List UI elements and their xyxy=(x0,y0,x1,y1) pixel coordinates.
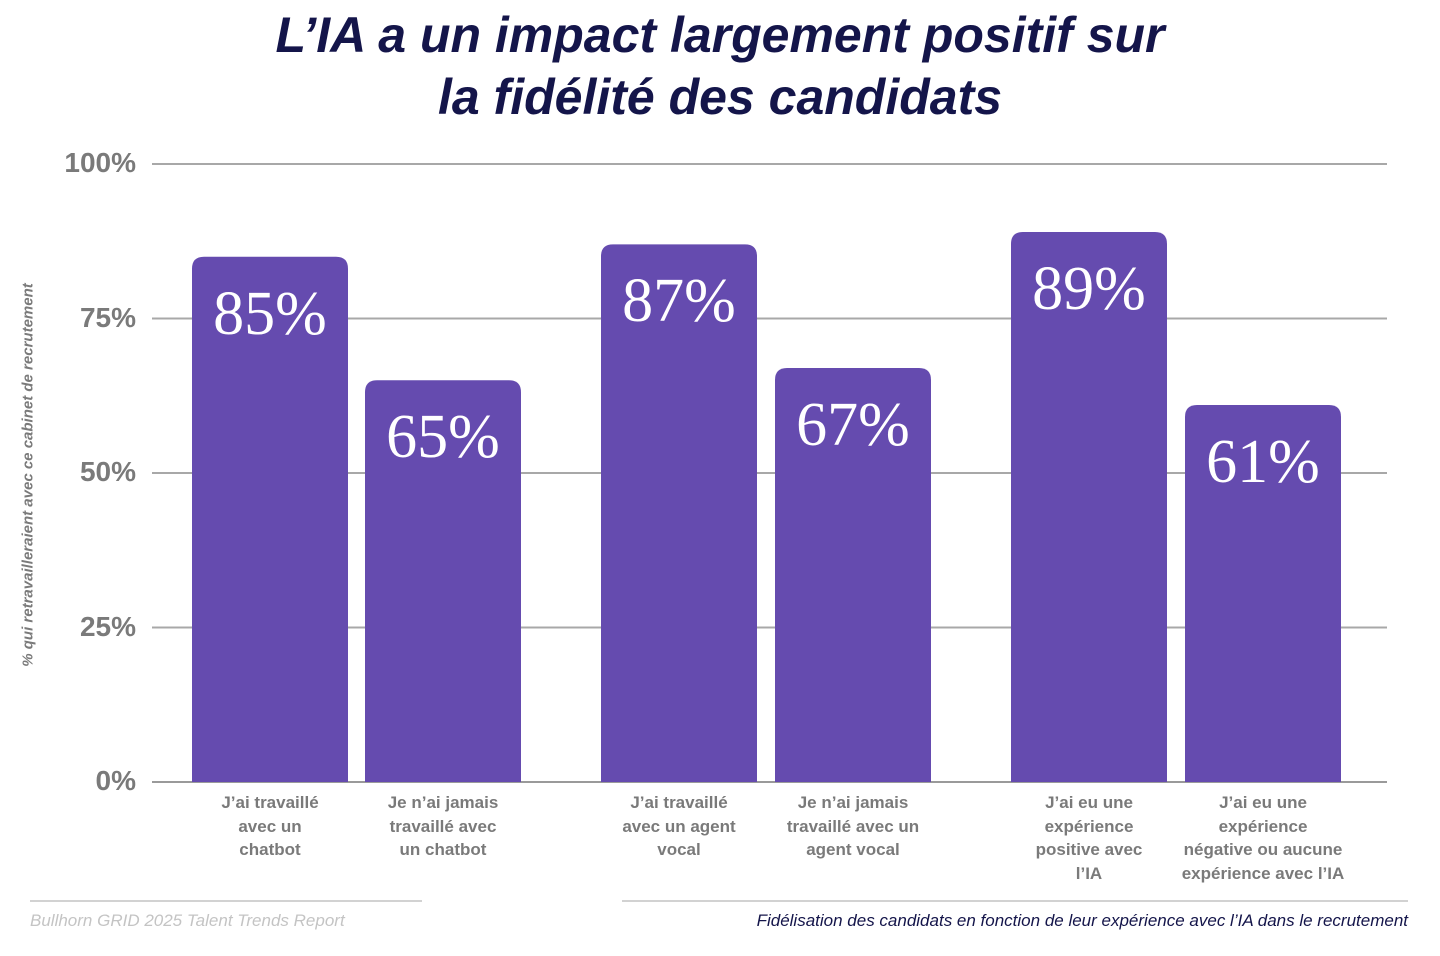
x-category-label: Je n’ai jamais travaillé avec un agent v… xyxy=(786,793,920,859)
x-category-label: J’ai eu une expérience négative ou aucun… xyxy=(1181,793,1345,883)
title-line-1: L’IA a un impact largement positif sur xyxy=(275,7,1165,63)
source-note: Bullhorn GRID 2025 Talent Trends Report xyxy=(30,911,345,930)
bar xyxy=(365,380,521,782)
y-tick-label: 0% xyxy=(95,765,136,796)
bar xyxy=(1011,231,1167,783)
data-label: 65% xyxy=(386,403,500,472)
x-category-label: Je n’ai jamais travaillé avec un chatbot xyxy=(387,793,499,859)
y-tick-label: 75% xyxy=(79,301,136,333)
chart-title: L’IA a un impact largement positif sur l… xyxy=(0,4,1440,128)
y-tick-label: 100% xyxy=(64,147,136,178)
x-category-label: J’ai travaillé avec un chatbot xyxy=(221,793,319,859)
footer-divider-right xyxy=(622,900,1408,902)
data-label: 61% xyxy=(1206,428,1320,497)
data-label: 87% xyxy=(622,267,736,336)
title-line-2: la fidélité des candidats xyxy=(437,69,1003,125)
chart-caption: Fidélisation des candidats en fonction d… xyxy=(756,911,1408,930)
bar xyxy=(601,244,757,783)
data-label: 89% xyxy=(1032,254,1146,323)
x-category-label: J’ai eu une expérience positive avec l’I… xyxy=(1035,793,1143,883)
bar xyxy=(1185,405,1341,782)
y-tick-label: 25% xyxy=(79,610,136,642)
data-label: 85% xyxy=(213,279,327,348)
x-category-label: J’ai travaillé avec un agent vocal xyxy=(622,793,736,859)
bar xyxy=(192,256,348,782)
data-label: 67% xyxy=(796,390,910,459)
bar xyxy=(775,367,931,782)
y-tick-label: 50% xyxy=(79,456,136,487)
footer-divider-left xyxy=(30,900,422,902)
